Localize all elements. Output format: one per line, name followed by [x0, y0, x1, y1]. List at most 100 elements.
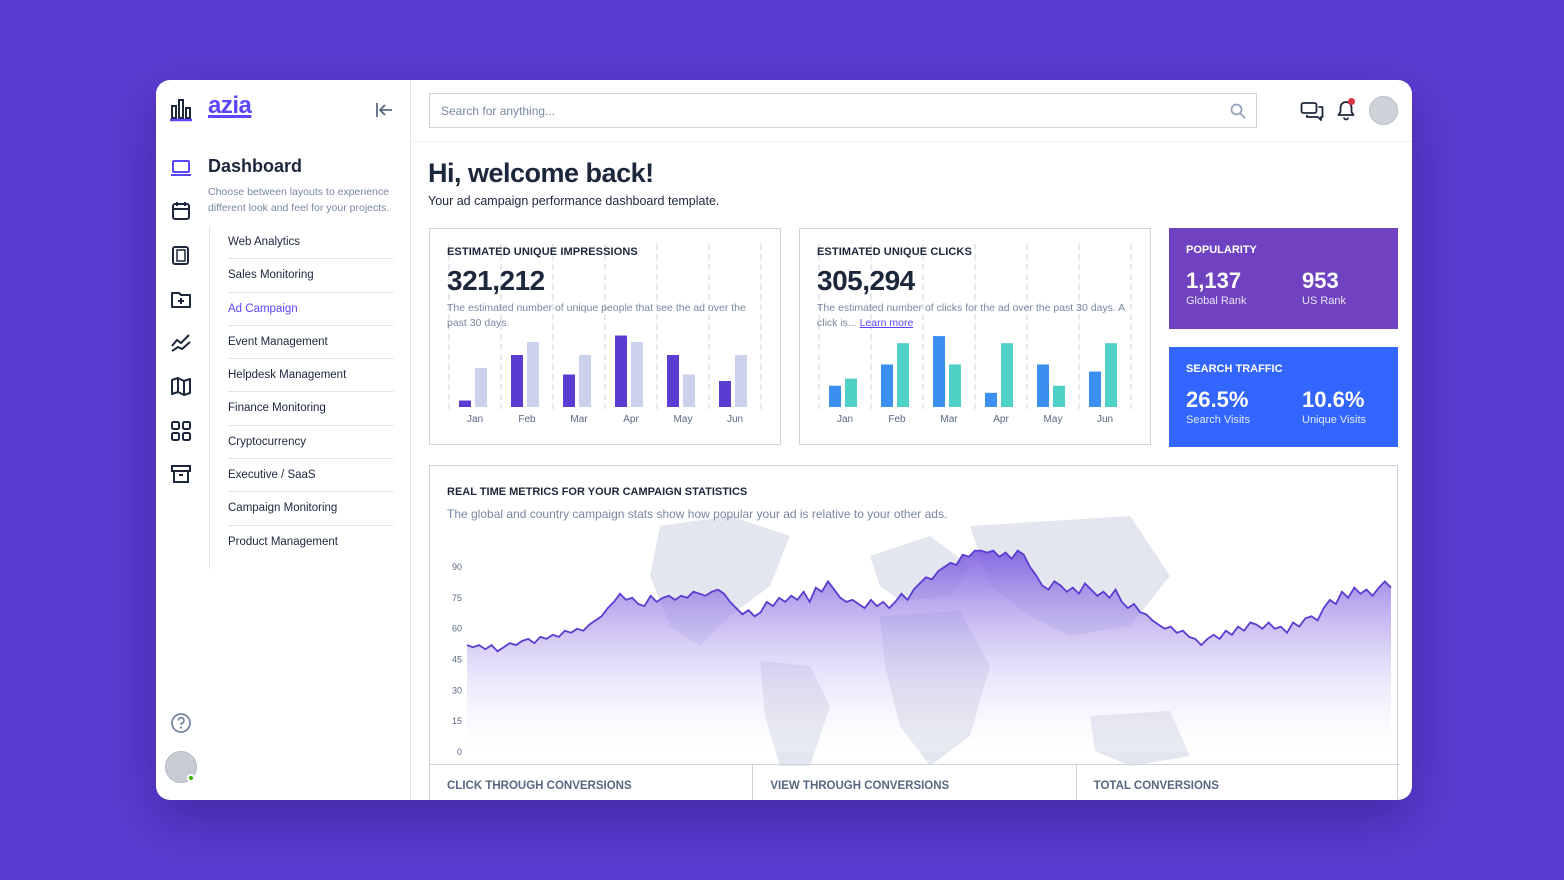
- submenu-item-cryptocurrency[interactable]: Cryptocurrency: [228, 426, 394, 460]
- clicks-bar: [881, 364, 893, 407]
- click-through-conversions-label: Click Through Conversions: [430, 765, 754, 800]
- chart-line-icon[interactable]: [170, 332, 192, 354]
- clicks-bar: [1105, 343, 1117, 407]
- clicks-title: Estimated Unique Clicks: [817, 246, 972, 258]
- clicks-bar: [985, 392, 997, 407]
- impressions-bar: [475, 368, 487, 407]
- submenu-item-executive-saas[interactable]: Executive / SaaS: [228, 459, 394, 493]
- clicks-x-tick-label: Apr: [993, 414, 1009, 425]
- impressions-bar: [719, 381, 731, 407]
- clicks-card: Jan Feb Mar Apr May Jun Estimated Unique Clic…: [799, 228, 1151, 445]
- popularity-title: Popularity: [1186, 244, 1257, 256]
- submenu-item-finance-monitoring[interactable]: Finance Monitoring: [228, 392, 394, 426]
- clicks-x-tick-label: May: [1044, 414, 1063, 425]
- impressions-x-tick-label: Jan: [467, 414, 483, 425]
- collapse-sidebar-icon[interactable]: [374, 100, 394, 120]
- icon-rail: [156, 80, 206, 800]
- sidebar-description: Choose between layouts to experience dif…: [208, 186, 390, 214]
- clicks-description-text: The estimated number of clicks for the a…: [817, 302, 1125, 329]
- impressions-bar: [579, 355, 591, 407]
- impressions-x-tick-label: Apr: [623, 414, 639, 425]
- impressions-bar: [735, 355, 747, 407]
- impressions-x-tick-label: Mar: [570, 414, 588, 425]
- y-tick-label: 15: [452, 716, 462, 726]
- impressions-title: Estimated Unique Impressions: [447, 246, 638, 258]
- impressions-card: Jan Feb Mar Apr May Jun Estimated Unique Impr…: [429, 228, 781, 445]
- global-rank-value: 1,137: [1186, 268, 1242, 293]
- impressions-bar: [459, 400, 471, 407]
- search-traffic-title: Search Traffic: [1186, 363, 1283, 375]
- bar-chart-logo-icon[interactable]: [170, 98, 192, 122]
- grid-icon[interactable]: [170, 420, 192, 442]
- app-window: azia Dashboard Choose between layouts to…: [156, 80, 1412, 800]
- y-tick-label: 90: [452, 562, 462, 572]
- clicks-x-tick-label: Feb: [888, 414, 906, 425]
- page-title: Hi, welcome back!: [428, 158, 654, 188]
- area-line: [466, 549, 1392, 653]
- clicks-x-tick-label: Jun: [1097, 414, 1113, 425]
- unique-visits-label: Unique Visits: [1302, 414, 1366, 426]
- learn-more-link[interactable]: Learn more: [859, 317, 914, 329]
- impressions-bar: [683, 374, 695, 407]
- y-tick-label: 30: [452, 685, 462, 695]
- submenu-item-helpdesk-management[interactable]: Helpdesk Management: [228, 359, 394, 393]
- help-icon[interactable]: [170, 712, 192, 734]
- laptop-icon[interactable]: [170, 157, 192, 179]
- impressions-bar: [615, 335, 627, 407]
- clicks-bar: [1053, 385, 1065, 407]
- impressions-description: The estimated number of unique people th…: [447, 302, 746, 329]
- us-rank-value: 953: [1302, 268, 1339, 293]
- impressions-bar: [667, 355, 679, 407]
- y-tick-label: 60: [452, 624, 462, 634]
- clicks-description: The estimated number of clicks for the a…: [817, 301, 1137, 331]
- search-visits-value: 26.5%: [1186, 387, 1249, 412]
- top-header: [411, 80, 1412, 142]
- search-traffic-tile: Search Traffic 26.5% Search Visits 10.6%…: [1169, 347, 1398, 447]
- clicks-bar-chart: Jan Feb Mar Apr May Jun: [818, 244, 1132, 425]
- search-visits-label: Search Visits: [1186, 414, 1250, 426]
- conversions-row: Click Through Conversions View Through C…: [430, 764, 1399, 800]
- chat-icon[interactable]: [1300, 100, 1324, 122]
- clicks-x-tick-label: Mar: [940, 414, 958, 425]
- y-tick-label: 75: [452, 593, 462, 603]
- clicks-x-tick-label: Jan: [837, 414, 853, 425]
- us-rank-label: US Rank: [1302, 295, 1347, 307]
- y-tick-label: 0: [457, 747, 462, 757]
- realtime-description: The global and country campaign stats sh…: [447, 507, 948, 521]
- realtime-metrics-card: 0 15 30 45 60 75 90 Real Time Metrics for your…: [429, 465, 1399, 800]
- submenu-item-sales-monitoring[interactable]: Sales Monitoring: [228, 259, 394, 293]
- impressions-x-tick-label: May: [674, 414, 693, 425]
- sidebar-panel: azia Dashboard Choose between layouts to…: [206, 80, 411, 800]
- submenu-item-ad-campaign[interactable]: Ad Campaign: [228, 293, 394, 326]
- impressions-x-tick-label: Feb: [518, 414, 536, 425]
- submenu-item-web-analytics[interactable]: Web Analytics: [228, 226, 394, 260]
- submenu-item-event-management[interactable]: Event Management: [228, 326, 394, 360]
- brand-logo[interactable]: azia: [208, 92, 252, 119]
- pages-icon[interactable]: [170, 244, 192, 266]
- impressions-bar: [511, 355, 523, 407]
- clicks-bar: [829, 385, 841, 407]
- submenu-item-product-management[interactable]: Product Management: [228, 535, 338, 548]
- archive-icon[interactable]: [170, 463, 192, 485]
- popularity-tile: Popularity 1,137 Global Rank 953 US Rank: [1169, 228, 1398, 329]
- clicks-bar: [949, 364, 961, 407]
- impressions-bar: [527, 342, 539, 407]
- sidebar-title: Dashboard: [208, 156, 303, 176]
- search-icon[interactable]: [1230, 103, 1246, 119]
- unique-visits-value: 10.6%: [1302, 387, 1365, 412]
- impressions-bar: [563, 374, 575, 407]
- calendar-icon[interactable]: [170, 200, 192, 222]
- search-input[interactable]: [430, 94, 1210, 127]
- header-avatar[interactable]: [1369, 96, 1398, 125]
- clicks-bar: [1089, 371, 1101, 407]
- clicks-bar: [845, 378, 857, 407]
- folder-plus-icon[interactable]: [170, 288, 192, 310]
- impressions-bar: [631, 342, 643, 407]
- notification-dot: [1348, 98, 1355, 105]
- search-box: [429, 93, 1257, 128]
- map-icon[interactable]: [170, 375, 192, 397]
- clicks-bar: [1037, 364, 1049, 407]
- online-status-dot: [187, 774, 195, 782]
- total-conversions-label: Total Conversions: [1093, 780, 1219, 792]
- submenu-item-campaign-monitoring[interactable]: Campaign Monitoring: [228, 492, 394, 526]
